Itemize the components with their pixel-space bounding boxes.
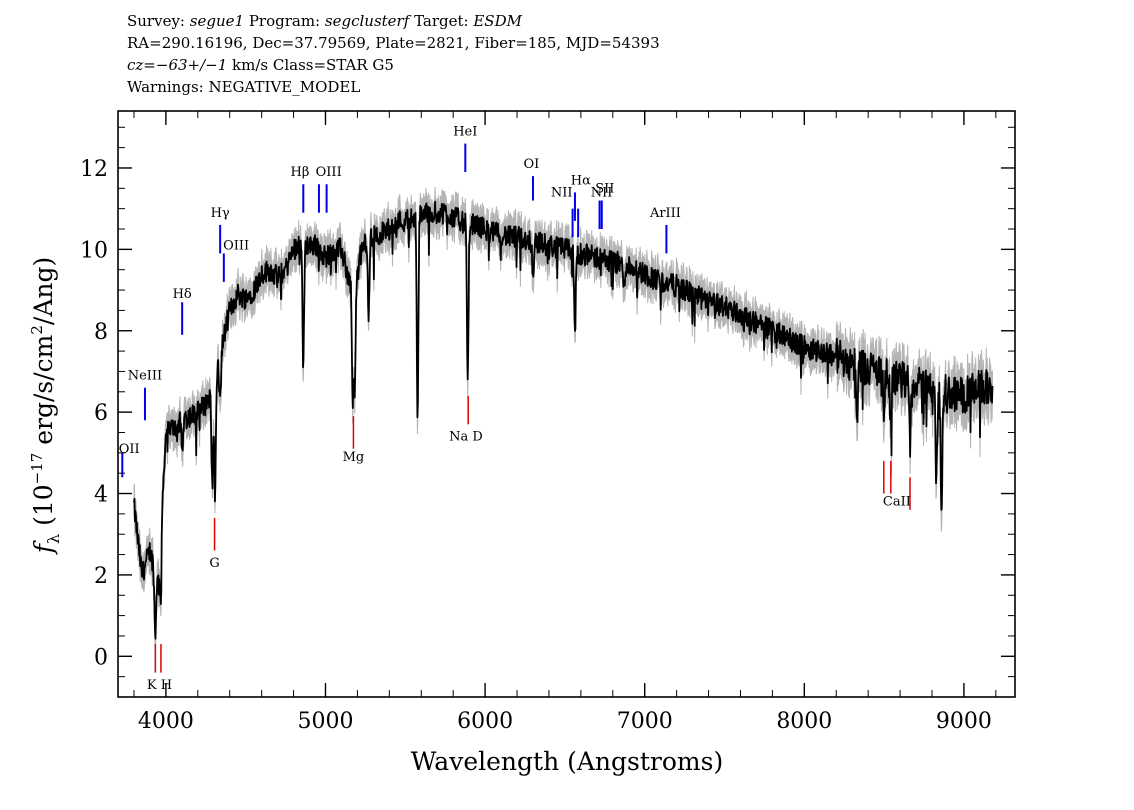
x-tick-label: 9000 bbox=[936, 709, 992, 734]
header-warnings: Warnings: NEGATIVE_MODEL bbox=[127, 78, 361, 96]
spectral-line-label: NeIII bbox=[128, 369, 162, 384]
redshift-value: cz=−63+/−1 bbox=[127, 56, 228, 74]
spectral-line-label: OI bbox=[523, 157, 539, 172]
program-value: segclusterf bbox=[324, 12, 410, 30]
header-coords: RA=290.16196, Dec=37.79569, Plate=2821, … bbox=[127, 34, 660, 52]
y-axis-exponent-2: 2 bbox=[28, 325, 46, 335]
spectral-line-label: Na D bbox=[449, 430, 483, 445]
y-axis-suffix: /Ang) bbox=[29, 257, 58, 325]
flux-layer bbox=[133, 200, 994, 640]
spectral-line-label: HeI bbox=[453, 124, 477, 139]
y-axis-symbol: f bbox=[29, 540, 58, 555]
spectral-line-label: K H bbox=[147, 678, 172, 693]
spectral-line-label: NII bbox=[591, 185, 613, 200]
spectral-line-label: Hβ bbox=[291, 165, 310, 180]
y-axis-prefix: (10 bbox=[29, 484, 58, 534]
class-value: km/s Class=STAR G5 bbox=[232, 56, 394, 74]
spectral-line-label: OII bbox=[119, 442, 140, 457]
flux-error-band bbox=[133, 186, 993, 652]
x-tick-label: 4000 bbox=[138, 709, 194, 734]
y-axis-exponent: −17 bbox=[28, 453, 46, 485]
x-axis-label: Wavelength (Angstroms) bbox=[411, 747, 723, 776]
header-line-3: cz=−63+/−1 km/s Class=STAR G5 bbox=[127, 54, 1117, 76]
spectral-line-label: Hα bbox=[571, 173, 591, 188]
survey-value: segue1 bbox=[189, 12, 245, 30]
x-tick-label: 6000 bbox=[457, 709, 513, 734]
target-value: ESDM bbox=[473, 12, 522, 30]
y-tick-label: 8 bbox=[94, 320, 108, 345]
spectral-line-label: Hδ bbox=[173, 287, 192, 302]
spectral-line-label: OIII bbox=[223, 238, 249, 253]
spectral-line-label: G bbox=[209, 556, 219, 571]
error-band-layer bbox=[133, 186, 993, 652]
spectral-line-label: ArIII bbox=[649, 206, 681, 221]
y-tick-label: 12 bbox=[80, 157, 108, 182]
y-axis-units: erg/s/cm bbox=[29, 334, 58, 452]
spectral-line-label: Hγ bbox=[211, 206, 230, 221]
header-line-1: Survey: segue1 Program: segclusterf Targ… bbox=[127, 10, 1117, 32]
plot-frame bbox=[117, 110, 1016, 698]
y-tick-label: 2 bbox=[94, 564, 108, 589]
survey-label: Survey: bbox=[127, 12, 185, 30]
x-tick-label: 8000 bbox=[776, 709, 832, 734]
spectral-line-label: SII bbox=[595, 181, 614, 196]
axes-layer: 4000 5000 6000 7000 8000 9000 0 2 4 6 8 10 12 bbox=[80, 110, 1016, 734]
y-tick-label: 0 bbox=[94, 645, 108, 670]
program-label: Program: bbox=[248, 12, 321, 30]
spectral-line-label: Mg bbox=[343, 450, 365, 465]
spectral-line-label: OIII bbox=[316, 165, 342, 180]
y-tick-label: 10 bbox=[80, 238, 108, 263]
x-tick-label: 7000 bbox=[617, 709, 673, 734]
y-axis-subscript: λ bbox=[44, 534, 63, 544]
spectral-line-label: NII bbox=[551, 185, 573, 200]
y-tick-label: 4 bbox=[94, 483, 108, 508]
target-label: Target: bbox=[414, 12, 469, 30]
x-tick-label: 5000 bbox=[297, 709, 353, 734]
flux-series-line bbox=[133, 200, 994, 640]
spectrum-header: Survey: segue1 Program: segclusterf Targ… bbox=[127, 10, 1117, 98]
y-axis-label: fλ (10−17 erg/s/cm2/Ang) bbox=[28, 257, 63, 556]
spectral-line-label: CaII bbox=[883, 495, 911, 510]
y-tick-label: 6 bbox=[94, 401, 108, 426]
